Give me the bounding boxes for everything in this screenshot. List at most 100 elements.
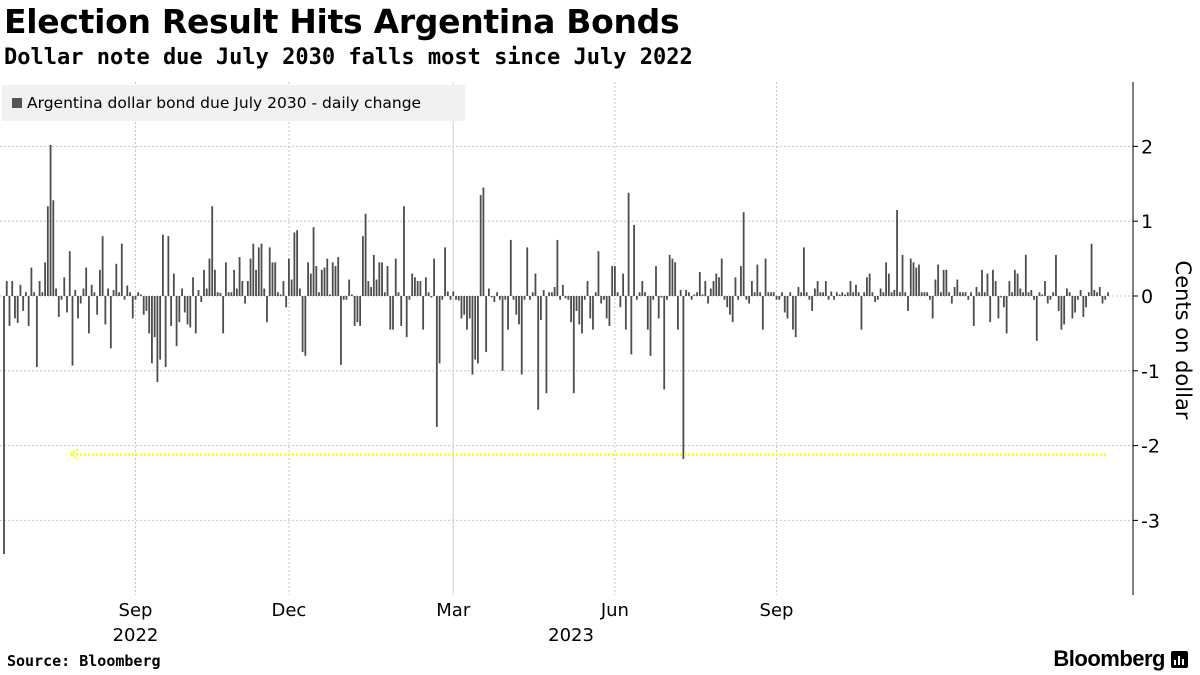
bar <box>55 288 57 296</box>
bar <box>268 247 271 296</box>
bar <box>838 294 841 296</box>
bar <box>1005 296 1008 334</box>
bar <box>934 279 937 296</box>
bar <box>772 292 775 296</box>
bar <box>529 296 531 300</box>
bar <box>1044 281 1046 296</box>
bar <box>233 269 236 296</box>
bar <box>479 195 482 296</box>
bar <box>581 296 583 334</box>
bar <box>901 254 904 296</box>
bar <box>1022 292 1024 296</box>
bar <box>416 281 419 296</box>
bar <box>518 296 520 325</box>
bar <box>929 296 931 300</box>
bar <box>457 296 460 301</box>
bar <box>682 296 685 460</box>
bar <box>167 236 170 296</box>
bar <box>586 281 589 296</box>
bar <box>1076 296 1079 300</box>
bar <box>455 296 457 300</box>
bar <box>570 296 572 323</box>
bar <box>66 296 68 313</box>
bar <box>279 294 282 296</box>
bar <box>868 273 871 296</box>
bar <box>211 206 214 296</box>
bar <box>134 296 137 300</box>
bar <box>79 296 82 304</box>
bar <box>219 293 222 296</box>
bar <box>156 296 159 383</box>
bar <box>1041 294 1044 296</box>
bar <box>405 296 408 338</box>
bar <box>1068 292 1071 296</box>
bar <box>1107 292 1109 296</box>
bar <box>25 292 27 296</box>
bar <box>424 277 427 296</box>
bar <box>414 277 416 296</box>
bar <box>441 296 444 300</box>
bar <box>345 296 348 300</box>
bar <box>915 267 918 296</box>
arrow-head-icon <box>68 448 79 461</box>
bar <box>394 258 397 296</box>
annotation-line <box>68 448 1108 461</box>
legend: Argentina dollar bond due July 2030 - da… <box>2 85 465 121</box>
bar <box>320 269 323 296</box>
bar <box>726 296 729 308</box>
bar <box>5 281 8 296</box>
bar <box>967 296 970 300</box>
bar <box>140 294 142 296</box>
bar <box>504 296 507 300</box>
bar <box>707 296 709 304</box>
bar <box>1063 296 1066 325</box>
bar <box>38 281 41 296</box>
bar <box>1082 296 1085 317</box>
bar <box>690 296 693 300</box>
bar <box>277 292 279 296</box>
bar <box>742 212 745 296</box>
bar <box>578 296 581 325</box>
bar <box>326 258 329 296</box>
bar <box>60 296 63 300</box>
bar <box>767 292 770 296</box>
bar <box>468 296 471 319</box>
bar <box>359 296 362 326</box>
bar <box>677 296 679 330</box>
bar <box>1013 269 1016 296</box>
bar <box>674 262 677 296</box>
bar <box>641 281 644 296</box>
bar <box>531 292 534 296</box>
bar <box>846 292 849 296</box>
bar <box>301 296 304 353</box>
x-year-label: 2022 <box>113 625 159 646</box>
bar <box>879 288 882 296</box>
bar <box>592 296 594 330</box>
bar <box>192 277 194 296</box>
y-tick-label: 2 <box>1141 136 1153 158</box>
bar <box>246 281 249 296</box>
bar <box>115 263 118 296</box>
bar <box>753 292 756 296</box>
bar <box>515 296 518 315</box>
bar <box>41 292 44 296</box>
bar <box>635 296 638 300</box>
bar <box>159 296 162 360</box>
bar <box>30 267 33 296</box>
bar <box>912 262 915 296</box>
bar <box>46 206 49 296</box>
bar <box>983 292 986 296</box>
bar <box>1096 292 1098 296</box>
bar <box>1090 243 1093 296</box>
bar <box>227 292 230 296</box>
bar <box>561 284 564 296</box>
bar <box>989 296 992 323</box>
bar <box>1093 290 1096 296</box>
bar <box>885 262 888 296</box>
bar <box>304 296 307 356</box>
bar <box>959 292 961 296</box>
bar <box>466 296 468 330</box>
bar <box>331 262 334 296</box>
bar <box>285 296 288 308</box>
bar <box>189 296 192 328</box>
